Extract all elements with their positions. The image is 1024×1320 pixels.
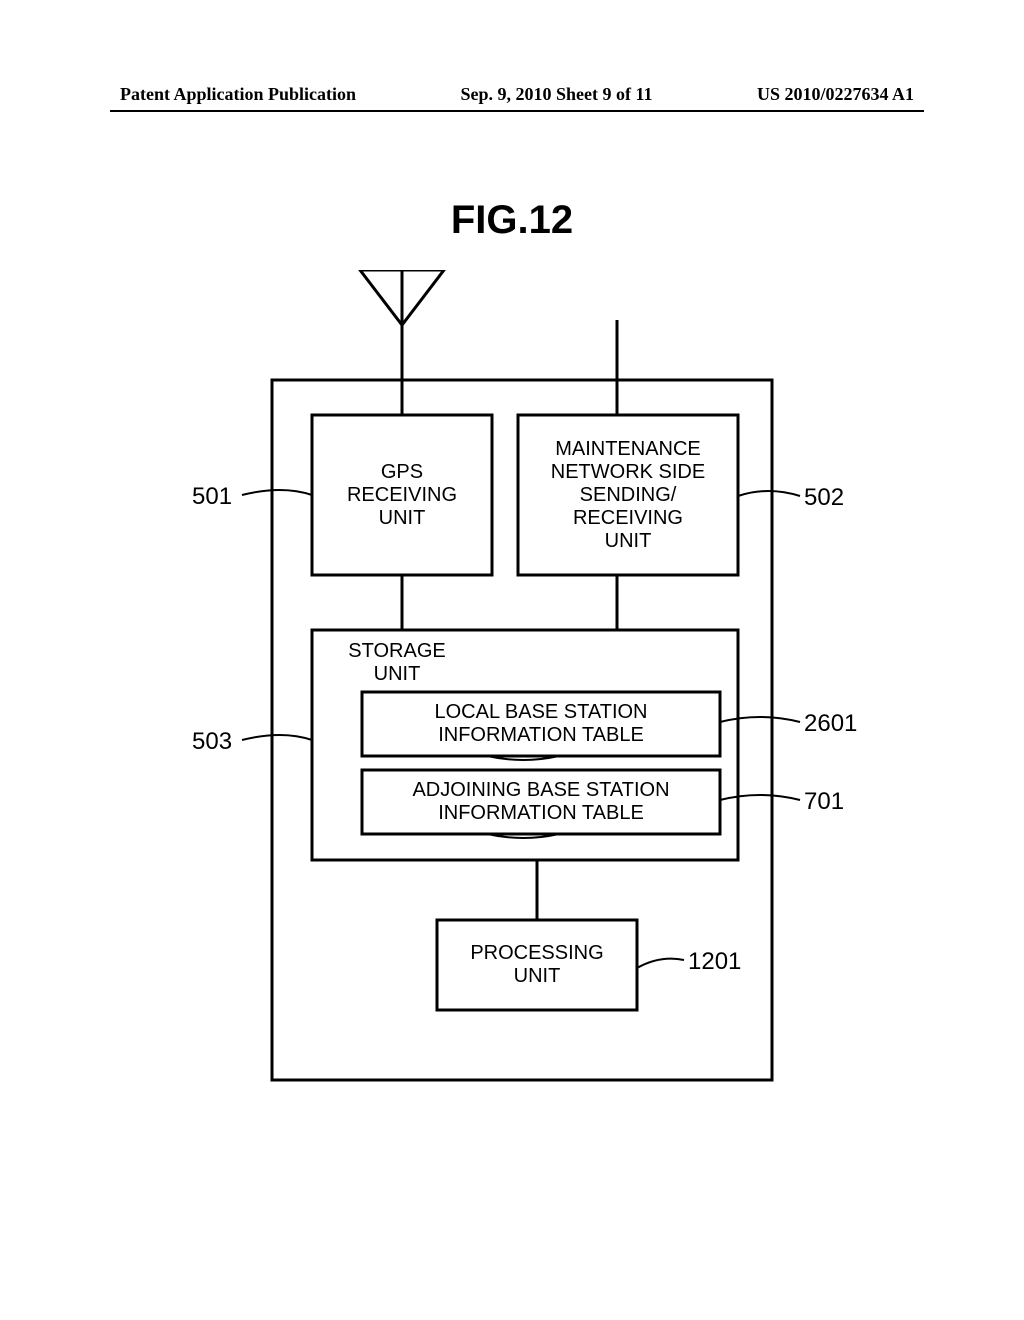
gps-block-label: GPS RECEIVING UNIT [312,415,492,575]
ref-502: 502 [804,484,844,512]
header-right: US 2010/0227634 A1 [757,84,914,105]
header-center: Sep. 9, 2010 Sheet 9 of 11 [460,84,652,105]
ref-701: 701 [804,788,844,816]
maint-block-label: MAINTENANCE NETWORK SIDE SENDING/ RECEIV… [518,415,738,575]
storage-block-label: STORAGE UNIT [332,640,462,686]
header-left: Patent Application Publication [120,84,356,105]
ref-2601: 2601 [804,710,857,738]
local-table-label: LOCAL BASE STATION INFORMATION TABLE [362,692,720,756]
page-header: Patent Application Publication Sep. 9, 2… [0,84,1024,105]
block-diagram: GPS RECEIVING UNIT MAINTENANCE NETWORK S… [212,270,812,1090]
adjoining-table-label: ADJOINING BASE STATION INFORMATION TABLE [362,770,720,834]
ref-1201: 1201 [688,948,741,976]
ref-501: 501 [192,483,232,511]
processing-block-label: PROCESSING UNIT [437,920,637,1010]
header-rule [110,110,924,112]
figure-title: FIG.12 [0,198,1024,243]
ref-503: 503 [192,728,232,756]
page: Patent Application Publication Sep. 9, 2… [0,0,1024,1320]
